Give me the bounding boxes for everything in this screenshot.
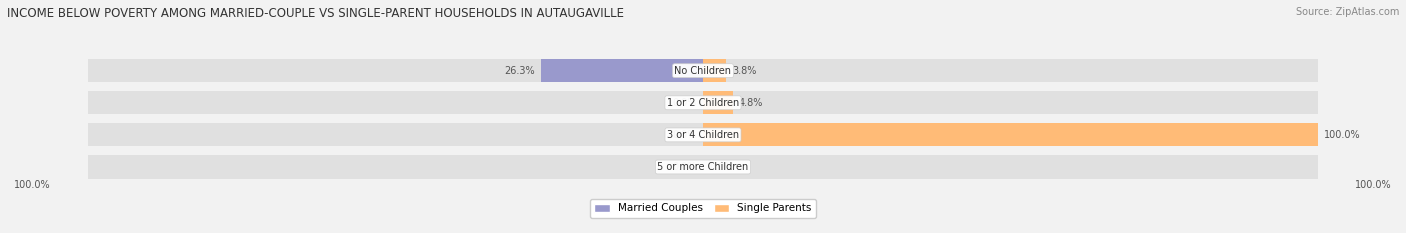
- Bar: [703, 155, 1319, 178]
- Text: Source: ZipAtlas.com: Source: ZipAtlas.com: [1295, 7, 1399, 17]
- Bar: [703, 91, 733, 114]
- Bar: [703, 59, 1319, 82]
- Text: 0.0%: 0.0%: [672, 130, 697, 140]
- Text: 0.0%: 0.0%: [672, 162, 697, 172]
- Bar: [87, 91, 703, 114]
- Text: 1 or 2 Children: 1 or 2 Children: [666, 98, 740, 108]
- Text: 100.0%: 100.0%: [14, 180, 51, 190]
- Bar: [87, 59, 703, 82]
- Text: 3.8%: 3.8%: [733, 66, 756, 76]
- Bar: [703, 123, 1319, 146]
- Text: 0.0%: 0.0%: [672, 98, 697, 108]
- Text: 3 or 4 Children: 3 or 4 Children: [666, 130, 740, 140]
- Text: 5 or more Children: 5 or more Children: [658, 162, 748, 172]
- Text: 4.8%: 4.8%: [738, 98, 763, 108]
- Bar: [703, 59, 727, 82]
- Bar: [87, 155, 703, 178]
- Text: No Children: No Children: [675, 66, 731, 76]
- Text: 26.3%: 26.3%: [505, 66, 536, 76]
- Text: 100.0%: 100.0%: [1324, 130, 1361, 140]
- Bar: [703, 91, 1319, 114]
- Legend: Married Couples, Single Parents: Married Couples, Single Parents: [591, 199, 815, 218]
- Bar: [541, 59, 703, 82]
- Bar: [703, 123, 1319, 146]
- Text: 0.0%: 0.0%: [709, 162, 734, 172]
- Text: INCOME BELOW POVERTY AMONG MARRIED-COUPLE VS SINGLE-PARENT HOUSEHOLDS IN AUTAUGA: INCOME BELOW POVERTY AMONG MARRIED-COUPL…: [7, 7, 624, 20]
- Text: 100.0%: 100.0%: [1355, 180, 1392, 190]
- Bar: [87, 123, 703, 146]
